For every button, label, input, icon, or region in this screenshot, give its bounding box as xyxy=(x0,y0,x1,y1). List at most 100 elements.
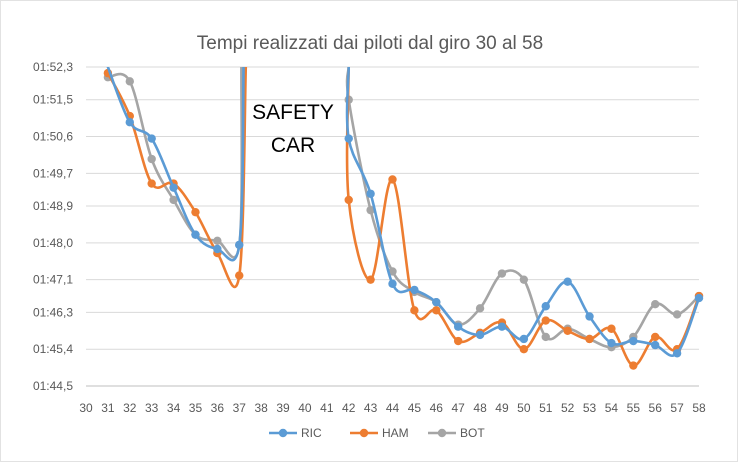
data-point-ham xyxy=(585,334,594,344)
y-tick-label: 01:46,3 xyxy=(33,305,73,319)
data-point-ric xyxy=(125,118,134,127)
y-tick-label: 01:48,9 xyxy=(33,199,73,213)
y-axis-ticks: 01:52,3 01:51,5 01:50,6 01:49,7 01:48,9 01:48… xyxy=(33,60,73,393)
data-point-ham xyxy=(453,336,463,346)
legend-swatch-marker xyxy=(359,428,369,438)
data-point-ric xyxy=(388,279,397,288)
x-tick-label: 51 xyxy=(539,401,553,415)
x-tick-label: 52 xyxy=(561,401,575,415)
data-point-ric xyxy=(235,240,244,250)
data-point-bot xyxy=(672,310,682,319)
x-tick-label: 36 xyxy=(211,401,225,415)
legend-swatch-marker xyxy=(437,428,447,438)
data-point-ric xyxy=(694,293,704,303)
data-point-ric xyxy=(563,277,572,286)
x-axis-ticks: 30 31 32 33 34 35 36 37 38 39 40 41 42 43 44 45 46 47 48 49… xyxy=(79,401,706,415)
y-tick-label: 01:52,3 xyxy=(33,60,73,74)
legend-swatch-marker xyxy=(278,428,288,438)
data-point-bot xyxy=(169,195,178,205)
x-tick-label: 35 xyxy=(189,401,203,415)
y-tick-label: 01:49,7 xyxy=(33,166,73,180)
data-point-ric xyxy=(147,134,156,143)
data-point-ric xyxy=(213,244,222,254)
x-tick-label: 31 xyxy=(101,401,115,415)
x-tick-label: 43 xyxy=(364,401,378,415)
data-point-ham xyxy=(651,332,660,342)
data-point-ric xyxy=(607,338,616,348)
x-tick-label: 50 xyxy=(517,401,531,415)
x-tick-label: 49 xyxy=(495,401,509,415)
data-point-ham xyxy=(235,271,244,280)
x-tick-label: 30 xyxy=(79,401,93,415)
data-point-ric xyxy=(410,285,419,295)
series-ric xyxy=(106,67,704,358)
x-tick-label: 45 xyxy=(408,401,422,415)
data-point-ric xyxy=(475,330,485,340)
y-tick-label: 01:48,0 xyxy=(33,236,73,250)
data-point-bot xyxy=(497,269,507,278)
data-point-bot xyxy=(651,300,660,309)
data-point-ham xyxy=(388,175,397,184)
safety-car-annotation-line2: CAR xyxy=(271,134,315,157)
legend-item-ric: RIC xyxy=(269,426,322,440)
data-point-bot xyxy=(366,205,375,215)
data-point-bot xyxy=(541,332,550,342)
legend-item-ham: HAM xyxy=(350,426,409,440)
x-tick-label: 55 xyxy=(627,401,641,415)
data-point-bot xyxy=(519,275,529,284)
data-point-ham xyxy=(607,324,616,333)
data-point-bot xyxy=(147,154,156,164)
data-point-ric xyxy=(629,336,638,346)
data-point-bot xyxy=(475,304,485,313)
data-point-ham xyxy=(541,316,550,325)
y-tick-label: 01:47,1 xyxy=(33,273,73,287)
data-point-ric xyxy=(191,230,200,239)
data-point-ric xyxy=(672,349,682,358)
legend-label: HAM xyxy=(382,426,409,440)
series-line-ric xyxy=(106,67,245,262)
x-tick-label: 32 xyxy=(123,401,137,415)
series-ham xyxy=(103,67,704,370)
x-tick-label: 56 xyxy=(649,401,663,415)
x-tick-label: 41 xyxy=(320,401,334,415)
x-tick-label: 53 xyxy=(583,401,597,415)
data-point-ric xyxy=(519,334,529,344)
data-point-bot xyxy=(213,236,222,246)
data-point-ham xyxy=(410,306,419,315)
y-tick-label: 01:50,6 xyxy=(33,130,73,144)
legend-label: RIC xyxy=(301,426,322,440)
data-point-ric xyxy=(169,183,178,192)
x-tick-label: 38 xyxy=(254,401,268,415)
data-point-ham xyxy=(191,207,200,217)
x-tick-label: 54 xyxy=(605,401,619,415)
data-point-ham xyxy=(147,179,156,188)
series-line-ham xyxy=(345,67,701,367)
data-point-ham xyxy=(344,195,353,205)
x-tick-label: 33 xyxy=(145,401,159,415)
series-lines xyxy=(103,67,704,370)
data-point-ham xyxy=(519,344,529,354)
x-tick-label: 37 xyxy=(233,401,247,415)
y-tick-label: 01:51,5 xyxy=(33,93,73,107)
series-line-bot xyxy=(106,67,244,259)
safety-car-annotation-line1: SAFETY xyxy=(252,101,334,124)
x-tick-label: 42 xyxy=(342,401,356,415)
legend: RIC HAM BOT xyxy=(269,426,485,440)
data-point-ric xyxy=(585,312,594,321)
chart-title: Tempi realizzati dai piloti dal giro 30 … xyxy=(196,33,544,54)
legend-item-bot: BOT xyxy=(428,426,485,440)
y-tick-label: 01:45,4 xyxy=(33,342,73,356)
data-point-ric xyxy=(453,322,463,331)
data-point-ham xyxy=(629,361,638,370)
data-point-ric xyxy=(366,189,375,198)
y-tick-label: 01:44,5 xyxy=(33,379,73,393)
gridlines xyxy=(86,66,699,387)
x-tick-label: 34 xyxy=(167,401,181,415)
data-point-ham xyxy=(366,275,375,284)
x-tick-label: 58 xyxy=(692,401,706,415)
x-tick-label: 47 xyxy=(451,401,465,415)
data-point-ric xyxy=(497,322,507,331)
data-point-ham xyxy=(432,306,441,315)
